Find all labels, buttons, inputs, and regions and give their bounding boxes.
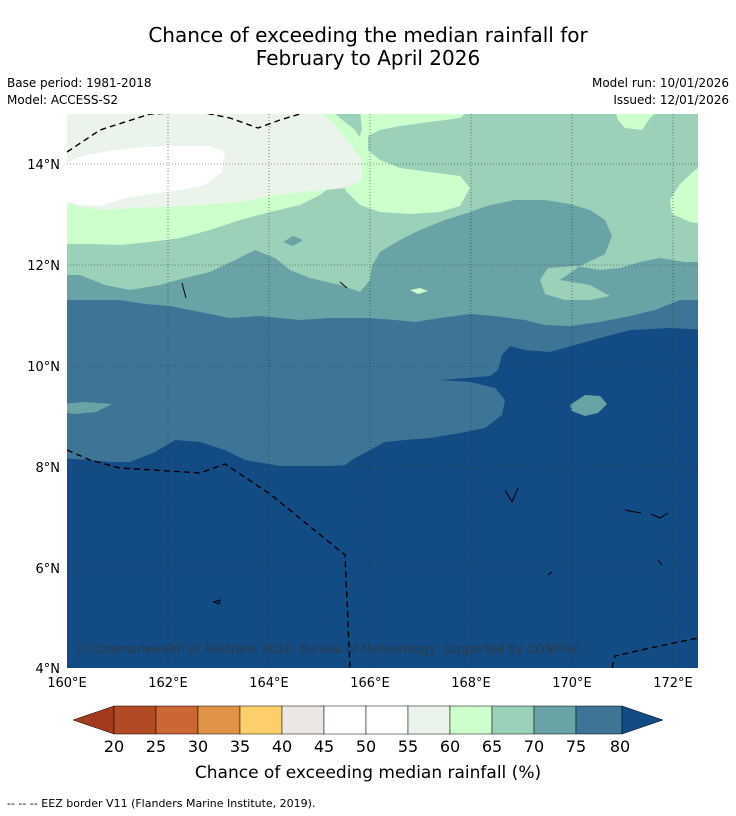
lat-label: 4°N (36, 662, 61, 677)
colorbar-bin (239, 705, 283, 735)
zone-60-65-east (670, 168, 698, 224)
colorbar-tick: 45 (314, 737, 334, 756)
gridlines (67, 114, 698, 668)
model-name: Model: ACCESS-S2 (7, 93, 119, 107)
zone-70-75-small (283, 236, 303, 246)
colorbar-bin (365, 705, 409, 735)
eez-border (67, 114, 698, 668)
lat-label: 10°N (27, 360, 60, 375)
colorbar-bin (197, 705, 241, 735)
lat-label: 6°N (36, 562, 61, 577)
lat-label: 14°N (27, 158, 60, 173)
zone-60-65-northeast (616, 114, 655, 130)
colorbar-over-arrow (621, 705, 664, 735)
colorbar-ticks: 20 25 30 35 40 45 50 55 60 65 70 75 80 (104, 737, 630, 756)
copyright-notice: © Commonwealth of Australia 2026, Bureau… (75, 642, 580, 656)
colorbar-tick: 65 (482, 737, 502, 756)
colorbar-under-arrow (72, 705, 115, 735)
colorbar-tick: 75 (566, 737, 586, 756)
rainfall-map: © Commonwealth of Australia 2026, Bureau… (67, 114, 698, 668)
colorbar-label: Chance of exceeding median rainfall (%) (195, 763, 541, 783)
eez-legend: -- -- -- EEZ border V11 (Flanders Marine… (7, 797, 316, 810)
colorbar-tick: 55 (398, 737, 418, 756)
lon-label: 164°E (249, 676, 289, 691)
colorbar-tick: 50 (356, 737, 376, 756)
lon-label: 160°E (47, 676, 87, 691)
colorbar-bin (407, 705, 451, 735)
colorbar-tick: 70 (524, 737, 544, 756)
lat-labels: 14°N 12°N 10°N 8°N 6°N 4°N (27, 158, 60, 677)
lon-labels: 160°E 162°E 164°E 166°E 168°E 170°E 172°… (47, 676, 693, 691)
zone-60-65-speck (410, 288, 428, 294)
colorbar-bin (491, 705, 535, 735)
colorbar-bin (449, 705, 493, 735)
lon-label: 168°E (451, 676, 491, 691)
model-run: Model run: 10/01/2026 (591, 76, 729, 90)
colorbar-tick: 30 (188, 737, 208, 756)
lat-label: 12°N (27, 259, 60, 274)
lat-label: 8°N (36, 461, 61, 476)
lon-label: 170°E (552, 676, 592, 691)
zone-70-75-islet (570, 395, 607, 416)
chart-title-line2: February to April 2026 (255, 46, 481, 70)
zone-70-75-patch (67, 402, 112, 414)
chart-title-line1: Chance of exceeding the median rainfall … (148, 23, 588, 47)
colorbar-tick: 40 (272, 737, 292, 756)
lon-label: 172°E (653, 676, 693, 691)
colorbar-tick: 20 (104, 737, 124, 756)
islands (181, 281, 669, 605)
colorbar-bin (281, 705, 325, 735)
zone-45-55 (67, 146, 225, 206)
colorbar-bin (323, 705, 367, 735)
lon-label: 166°E (350, 676, 390, 691)
colorbar-tick: 60 (440, 737, 460, 756)
base-period: Base period: 1981-2018 (7, 76, 152, 90)
colorbar-bin (155, 705, 199, 735)
colorbar-tick: 35 (230, 737, 250, 756)
colorbar-bin (533, 705, 577, 735)
colorbar-bin (575, 705, 623, 735)
colorbar-bin (113, 705, 157, 735)
colorbar-tick: 25 (146, 737, 166, 756)
colorbar (72, 705, 664, 735)
issued-date: Issued: 12/01/2026 (613, 93, 729, 107)
colorbar-tick: 80 (610, 737, 630, 756)
lon-label: 162°E (148, 676, 188, 691)
zone-60-65-top (345, 114, 470, 214)
